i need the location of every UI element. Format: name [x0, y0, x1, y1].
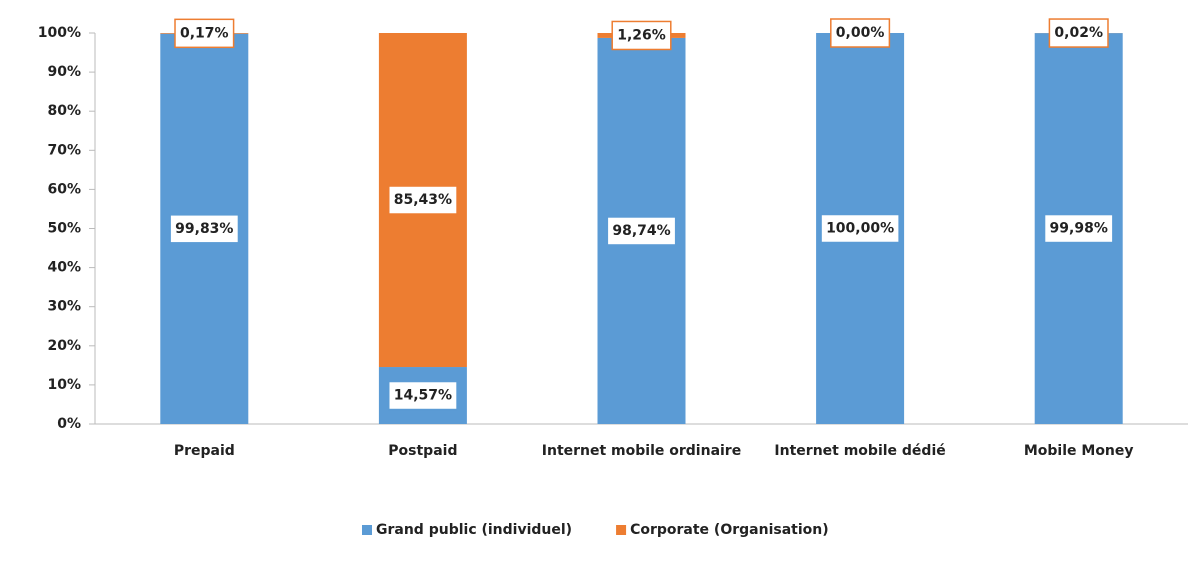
y-tick-label: 20%: [47, 338, 81, 354]
data-label: 99,83%: [175, 221, 233, 237]
legend-label: Grand public (individuel): [376, 522, 572, 538]
data-label-box: [387, 185, 458, 215]
y-tick-label: 30%: [47, 299, 81, 315]
data-label: 0,00%: [836, 25, 885, 41]
y-tick-label: 60%: [47, 181, 81, 197]
data-label: 14,57%: [394, 388, 452, 404]
y-tick-label: 70%: [47, 142, 81, 158]
y-tick-label: 90%: [47, 64, 81, 80]
data-label-box: [820, 213, 900, 244]
data-label: 85,43%: [394, 192, 452, 208]
y-tick-label: 10%: [47, 377, 81, 393]
y-tick-label: 100%: [38, 25, 81, 41]
data-label-box: [1048, 18, 1109, 48]
data-label: 0,17%: [180, 25, 229, 41]
y-tick-label: 40%: [47, 260, 81, 276]
data-label: 98,74%: [612, 223, 670, 239]
data-label-box: [174, 18, 235, 49]
data-label-box: [830, 18, 891, 48]
data-label-box: [387, 380, 458, 411]
x-tick-label: Mobile Money: [1023, 443, 1134, 459]
legend-swatch: [362, 525, 372, 535]
x-tick-label: Internet mobile ordinaire: [541, 443, 742, 459]
data-label: 99,98%: [1050, 221, 1108, 237]
data-label: 100,00%: [826, 221, 894, 237]
y-tick-label: 50%: [47, 221, 81, 237]
y-tick-label: 80%: [47, 103, 81, 119]
data-label-box: [1043, 213, 1114, 244]
data-label-box: [606, 216, 677, 246]
data-label-box: [169, 214, 240, 244]
x-tick-label: Postpaid: [388, 443, 458, 459]
y-tick-label: 0%: [57, 416, 81, 432]
legend-label: Corporate (Organisation): [630, 522, 829, 538]
data-label-box: [611, 20, 672, 51]
x-tick-label: Internet mobile dédié: [774, 443, 946, 459]
data-label: 0,02%: [1054, 25, 1103, 41]
legend-swatch: [616, 525, 627, 535]
data-label: 1,26%: [617, 27, 666, 43]
x-tick-label: Prepaid: [173, 443, 235, 459]
